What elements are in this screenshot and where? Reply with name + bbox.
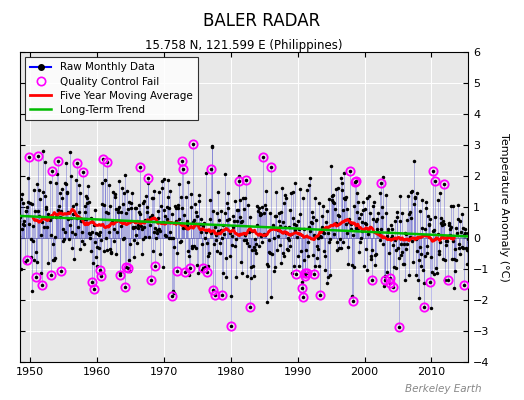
Text: Berkeley Earth: Berkeley Earth (406, 384, 482, 394)
Title: 15.758 N, 121.599 E (Philippines): 15.758 N, 121.599 E (Philippines) (145, 39, 343, 52)
Y-axis label: Temperature Anomaly (°C): Temperature Anomaly (°C) (499, 133, 509, 282)
Legend: Raw Monthly Data, Quality Control Fail, Five Year Moving Average, Long-Term Tren: Raw Monthly Data, Quality Control Fail, … (25, 57, 198, 120)
Text: BALER RADAR: BALER RADAR (203, 12, 321, 30)
